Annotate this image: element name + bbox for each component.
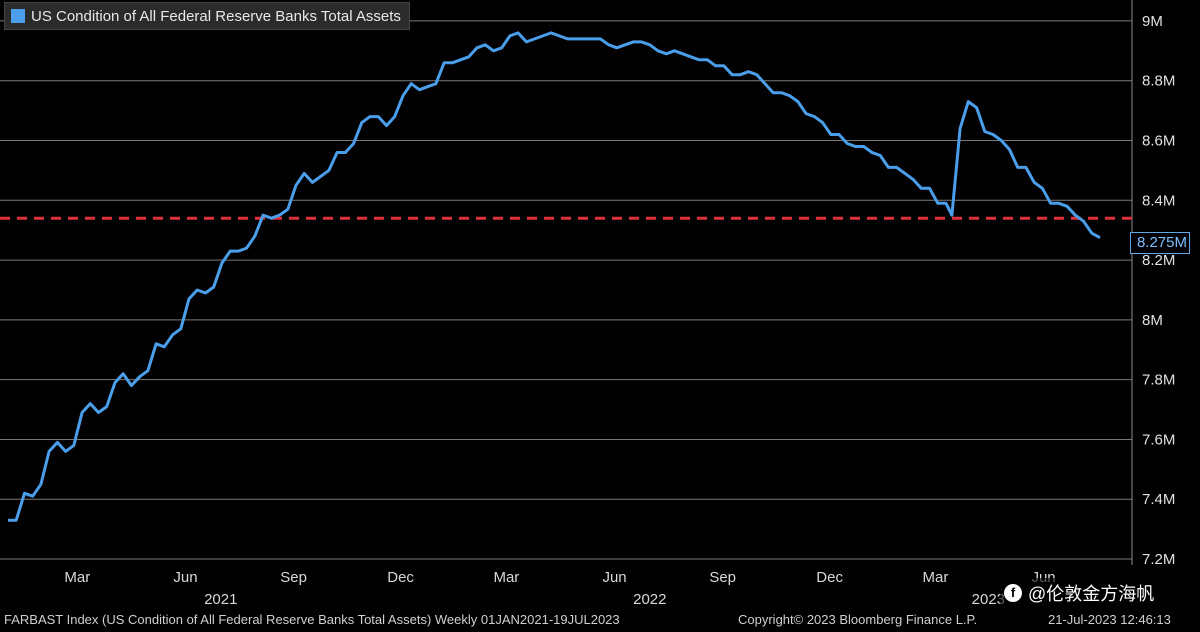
x-tick-label: Jun (602, 569, 627, 586)
legend-swatch (11, 9, 25, 23)
chart-area: 7.2M 7.4M 7.6M 7.8M 8M 8.2M 8.4M 8.6M 8.8M 9M US … (0, 0, 1190, 568)
y-tick-label: 8M (1142, 312, 1163, 329)
watermark: f @伦敦金方海帆 (1000, 578, 1159, 608)
year-label: 2023 (971, 591, 1006, 608)
timestamp-text: 21-Jul-2023 12:46:13 (1048, 612, 1171, 627)
y-tick-label: 8.8M (1142, 73, 1175, 90)
y-tick-label: 7.8M (1142, 372, 1175, 389)
series-line (8, 31, 1101, 522)
facebook-icon: f (1004, 584, 1022, 602)
y-tick-label: 8.6M (1142, 133, 1175, 150)
x-tick-label: Sep (280, 569, 307, 586)
y-tick-label: 8.2M (1142, 252, 1175, 269)
x-tick-label: Dec (387, 569, 414, 586)
last-value-label: 8.275M (1136, 234, 1187, 251)
x-tick-label: Dec (816, 569, 843, 586)
watermark-text: @伦敦金方海帆 (1028, 584, 1155, 604)
x-tick-label: Jun (173, 569, 198, 586)
legend-label: US Condition of All Federal Reserve Bank… (31, 7, 401, 25)
y-tick-label: 7.6M (1142, 431, 1175, 448)
copyright-text: Copyright© 2023 Bloomberg Finance L.P. (738, 612, 978, 627)
y-tick-label: 7.4M (1142, 491, 1175, 508)
year-label: 2021 (204, 591, 238, 608)
x-tick-label: Sep (709, 569, 737, 586)
x-tick-label: Mar (493, 569, 520, 586)
x-tick-label: Mar (922, 569, 949, 586)
x-tick-label: Mar (64, 569, 91, 586)
y-tick-label: 8.4M (1142, 192, 1175, 209)
index-description: FARBAST Index (US Condition of All Feder… (4, 612, 620, 627)
last-value-tag: 8.275M (1129, 232, 1190, 254)
y-tick-label: 9M (1142, 13, 1163, 30)
chart-footer: MarJunSepDecMarJunSepDecMarJun2021202220… (0, 565, 1200, 632)
line-chart: 7.2M 7.4M 7.6M 7.8M 8M 8.2M 8.4M 8.6M 8.8M 9M (0, 0, 1175, 568)
y-tick-label: 7.2M (1142, 551, 1175, 565)
year-label: 2022 (633, 591, 667, 608)
chart-legend: US Condition of All Federal Reserve Bank… (4, 2, 410, 30)
